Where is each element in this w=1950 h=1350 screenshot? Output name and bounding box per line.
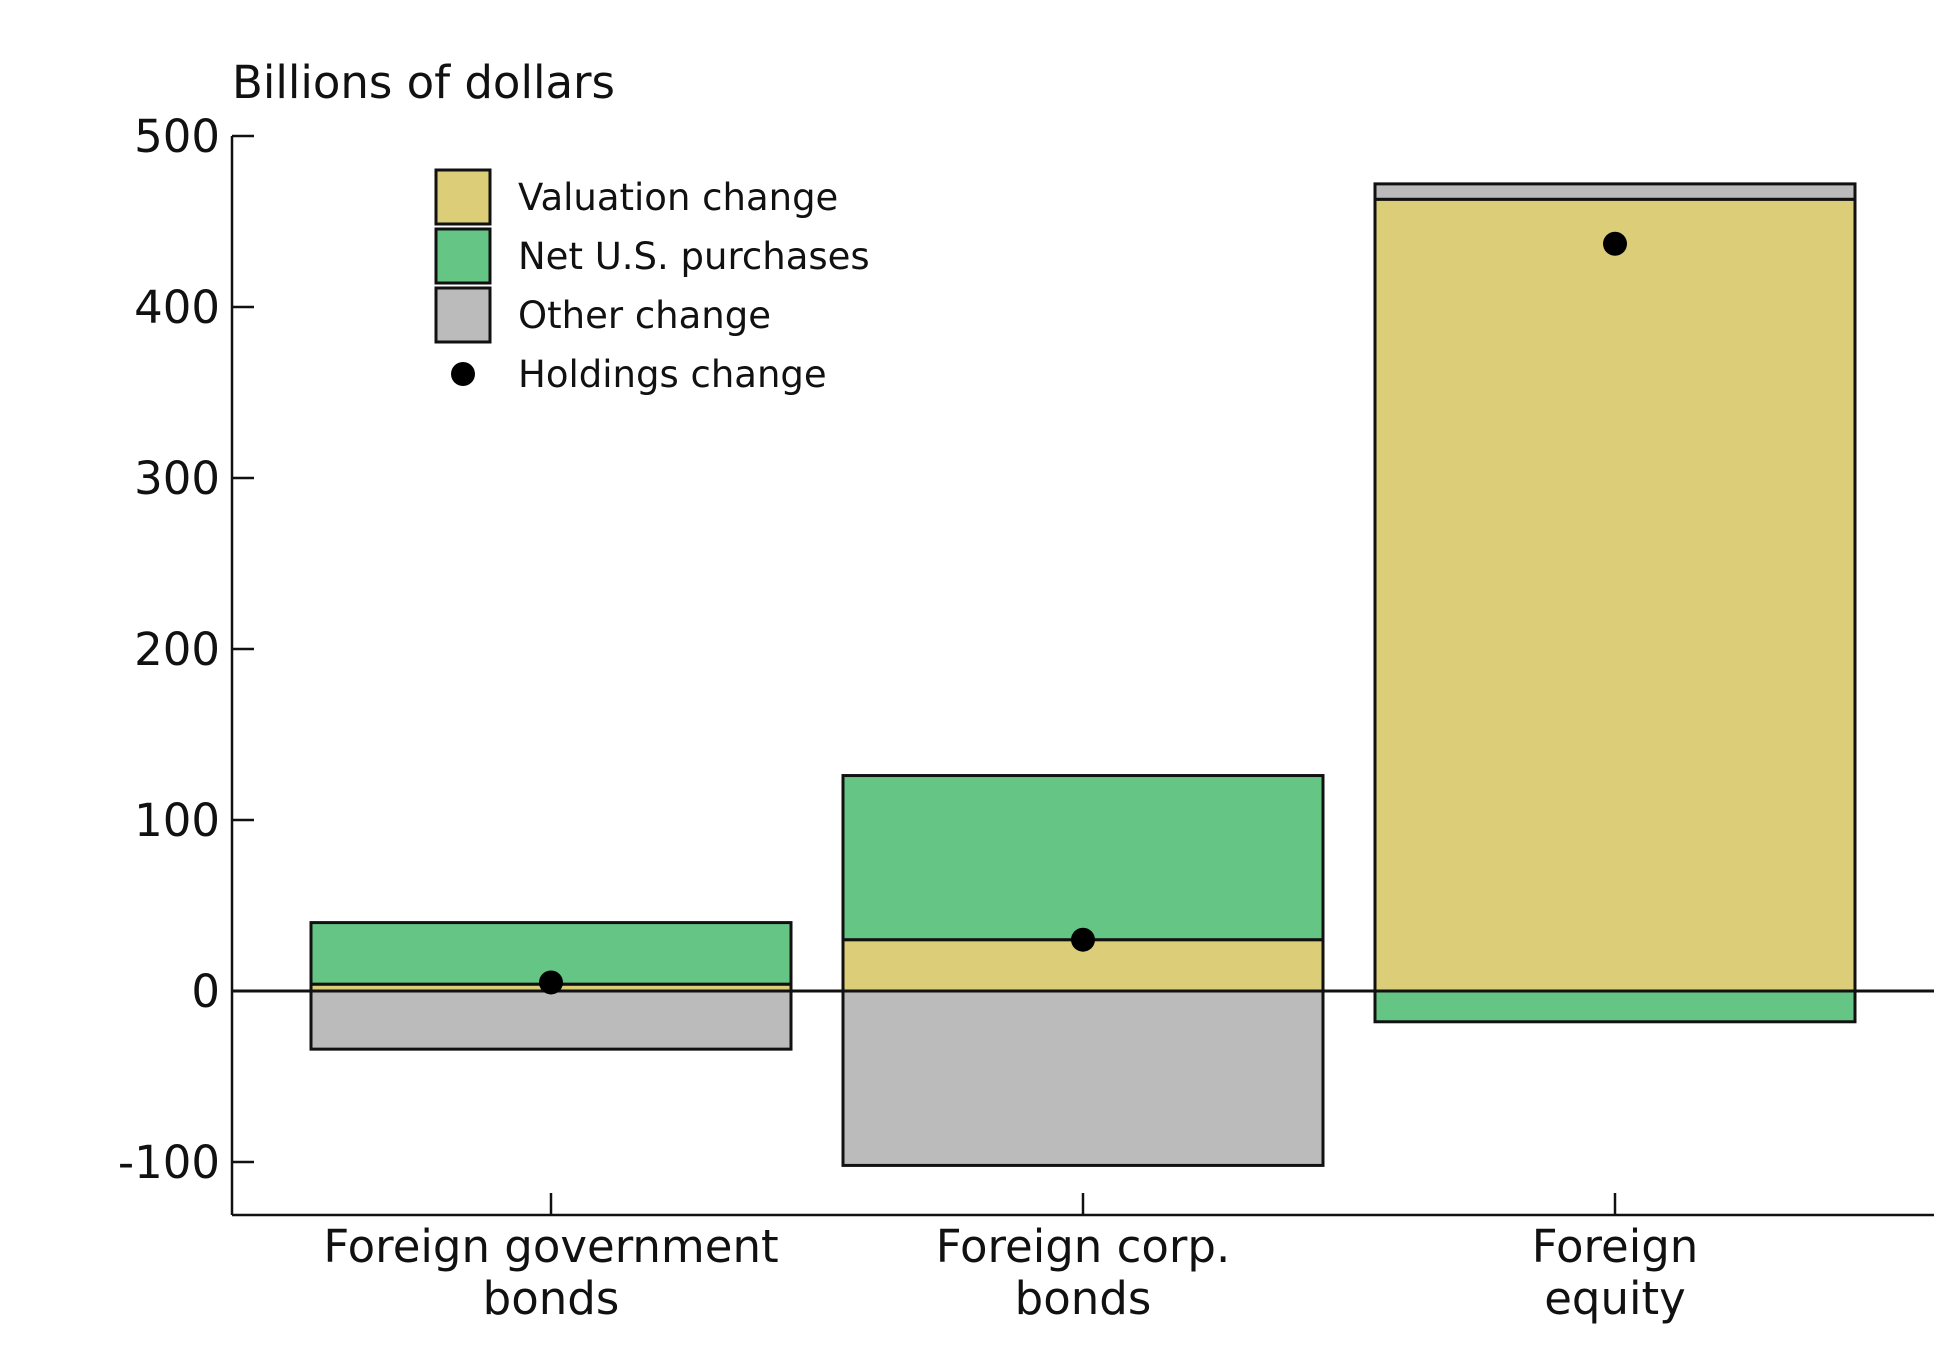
x-tick-label-0-0: Foreign government — [323, 1220, 778, 1273]
bar-segment-net-u-s-purchases-0 — [309, 921, 793, 986]
legend-dot-holdings-change — [451, 362, 475, 386]
legend-label-other-change: Other change — [518, 294, 771, 337]
y-tick-label-6: 500 — [134, 110, 220, 163]
legend-swatch-valuation-change — [434, 168, 492, 226]
y-tick-label-1: 0 — [191, 965, 220, 1018]
legend-swatch-net-u-s-purchases — [434, 227, 492, 285]
x-tick-label-1-0: Foreign corp. — [936, 1220, 1231, 1273]
holdings-change-marker-0 — [539, 970, 563, 995]
x-tick-label-1-1: bonds — [1015, 1272, 1152, 1325]
bar-segment-other-change-2 — [1373, 182, 1857, 201]
y-tick-label-0: -100 — [118, 1136, 220, 1189]
y-tick-label-3: 200 — [134, 623, 220, 676]
legend-label-net-u-s-purchases: Net U.S. purchases — [518, 235, 870, 278]
x-tick-label-2-1: equity — [1544, 1272, 1686, 1325]
legend-label-holdings-change: Holdings change — [518, 353, 827, 396]
legend-swatch-other-change — [434, 286, 492, 344]
bar-segment-net-u-s-purchases-2 — [1373, 989, 1857, 1024]
bar-segment-valuation-change-2 — [1373, 197, 1857, 993]
markers-layer — [539, 231, 1627, 995]
y-tick-label-4: 300 — [134, 452, 220, 505]
bar-segment-other-change-0 — [309, 989, 793, 1051]
bar-segment-net-u-s-purchases-1 — [841, 774, 1325, 942]
legend-label-valuation-change: Valuation change — [518, 176, 838, 219]
y-axis-unit-label: Billions of dollars — [232, 56, 615, 109]
x-tick-label-2-0: Foreign — [1532, 1220, 1699, 1273]
y-tick-label-2: 100 — [134, 794, 220, 847]
y-tick-label-5: 400 — [134, 281, 220, 334]
x-tick-label-0-1: bonds — [483, 1272, 620, 1325]
legend: Valuation change Net U.S. purchases Other … — [434, 168, 870, 396]
holdings-change-marker-1 — [1071, 927, 1095, 952]
holdings-change-marker-2 — [1603, 231, 1627, 256]
bar-segment-other-change-1 — [841, 989, 1325, 1167]
